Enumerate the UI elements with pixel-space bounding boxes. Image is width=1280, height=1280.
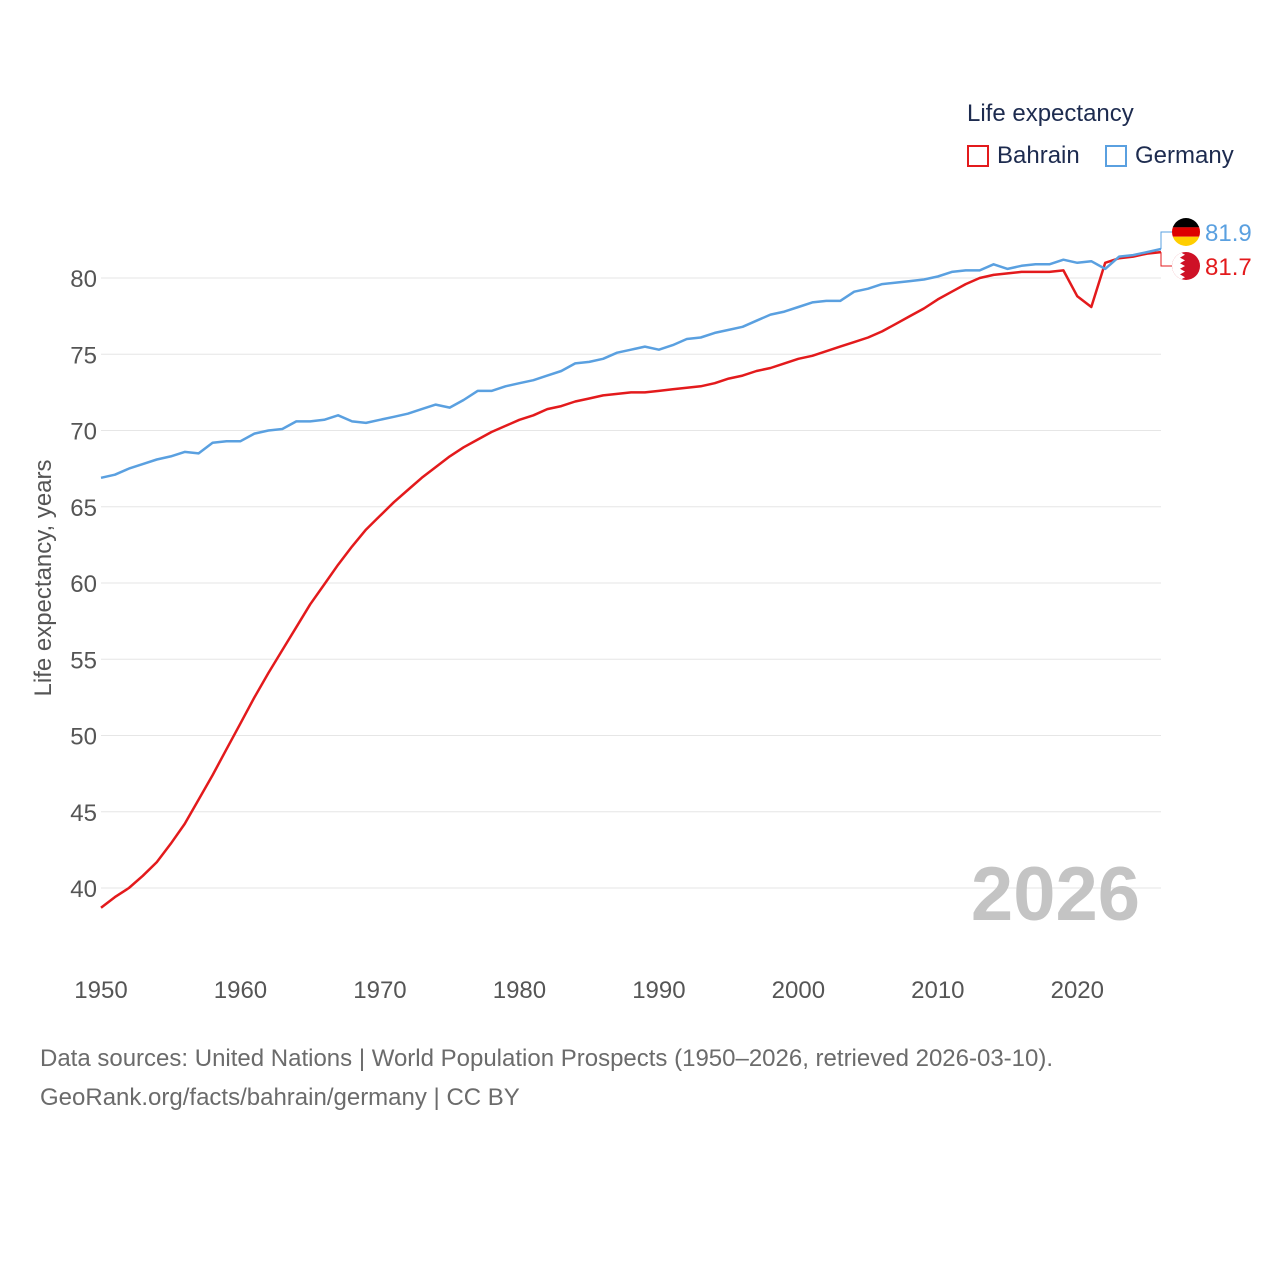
y-axis-label: Life expectancy, years [30,459,57,696]
y-tick-label: 55 [70,647,97,674]
x-tick-label: 2010 [911,977,964,1004]
gridlines [101,277,1161,889]
y-tick-label: 75 [70,342,97,369]
legend-swatch-germany [1105,145,1127,167]
series-lines [100,247,1162,909]
legend-title: Life expectancy [967,100,1134,127]
legend-item-bahrain[interactable]: Bahrain [967,142,1080,170]
source-link[interactable]: GeoRank.org/facts/bahrain/germany | CC B… [40,1084,520,1111]
data-sources-note: Data sources: United Nations | World Pop… [40,1045,1054,1072]
end-markers: 81.7 81.9 [1160,218,1252,281]
x-tick-label: 1980 [493,977,546,1004]
y-tick-label: 50 [70,724,97,751]
x-tick-label: 1970 [353,977,406,1004]
y-tick-label: 70 [70,419,97,446]
y-tick-label: 40 [70,876,97,903]
legend-label-germany: Germany [1135,142,1234,169]
end-value-label-germany: 81.9 [1205,220,1252,247]
y-axis-ticks: 40 45 50 55 60 65 70 75 80 [70,266,97,903]
end-connector-germany [1160,231,1172,249]
series-line-germany [100,247,1162,480]
y-tick-label: 65 [70,495,97,522]
germany-flag-icon [1172,218,1200,246]
legend-item-germany[interactable]: Germany [1105,142,1234,170]
end-connector-bahrain [1160,252,1172,267]
x-tick-label: 2020 [1051,977,1104,1004]
x-tick-label: 1990 [632,977,685,1004]
year-watermark: 2026 [971,852,1140,937]
x-tick-label: 1950 [74,977,127,1004]
x-tick-label: 1960 [214,977,267,1004]
series-line-bahrain [100,250,1162,909]
bahrain-flag-icon [1172,252,1200,280]
end-value-label-bahrain: 81.7 [1205,254,1252,281]
x-tick-label: 2000 [772,977,825,1004]
y-tick-label: 60 [70,571,97,598]
x-axis-ticks: 1950 1960 1970 1980 1990 2000 2010 2020 [74,977,1104,1004]
legend-label-bahrain: Bahrain [997,142,1080,169]
y-tick-label: 80 [70,266,97,293]
legend-swatch-bahrain [967,145,989,167]
y-tick-label: 45 [70,800,97,827]
